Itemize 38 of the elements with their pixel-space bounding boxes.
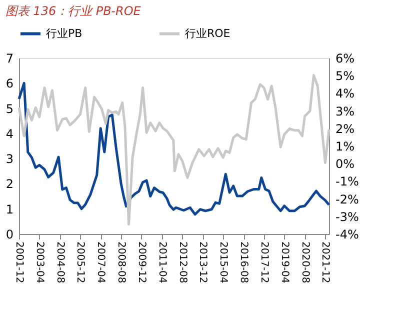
x-tick-label: 2003-04 (34, 242, 45, 284)
y-tick-label: 0 (6, 228, 14, 242)
y2-tick-label: -3% (336, 210, 359, 224)
x-tick-label: 2016-08 (238, 242, 250, 284)
y2-tick-label: 5% (336, 69, 355, 84)
y2-tick-label: 2% (336, 122, 355, 136)
x-tick-label: 2009-12 (136, 242, 147, 284)
legend-label: 行业ROE (185, 26, 230, 40)
x-tick-label: 2021-12 (320, 242, 331, 284)
y2-tick-label: -4% (336, 228, 359, 242)
x-tick-label: 2001-12 (14, 242, 24, 284)
x-tick-label: 2008-08 (116, 242, 127, 284)
x-tick-label: 2004-08 (54, 242, 66, 284)
x-tick-label: 2012-08 (176, 242, 188, 284)
y-tick-label: 3 (6, 152, 14, 166)
y2-tick-label: 3% (336, 104, 355, 118)
y2-tick-label: 6% (336, 52, 355, 66)
x-tick-label: 2017-12 (258, 242, 270, 284)
legend-label: 行业PB (46, 26, 82, 40)
x-tick-label: 2020-08 (299, 242, 310, 284)
y-tick-label: 5 (6, 102, 14, 116)
y-tick-label: 1 (6, 202, 14, 216)
y-tick-label: 6 (6, 76, 14, 91)
y2-tick-label: 0% (336, 157, 355, 172)
y2-tick-label: -2% (336, 192, 359, 206)
x-tick-label: 2011-04 (156, 242, 168, 284)
x-tick-label: 2005-12 (74, 242, 86, 284)
x-tick-label: 2019-04 (278, 242, 290, 284)
x-tick-label: 2013-12 (197, 242, 208, 284)
y-tick-label: 2 (6, 177, 14, 192)
x-tick-label: 2015-04 (218, 242, 229, 284)
y-tick-label: 4 (6, 126, 14, 141)
y-tick-label: 7 (6, 52, 14, 66)
y2-tick-label: 4% (336, 86, 355, 101)
y2-tick-label: 1% (336, 140, 355, 154)
y2-tick-label: -1% (336, 174, 359, 189)
x-tick-label: 2007-04 (95, 242, 106, 284)
chart-title: 图表 136：行业 PB-ROE (5, 4, 142, 18)
